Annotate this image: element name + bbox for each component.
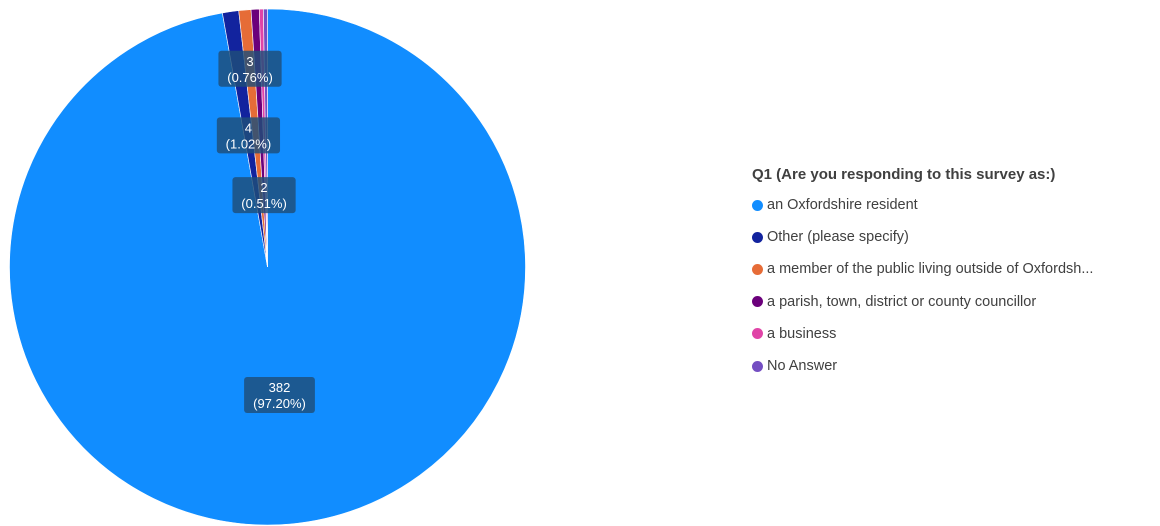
data-label-box [232,177,296,214]
data-label-value: 2 [260,180,267,195]
data-label-councillor: 2(0.51%) [232,177,296,214]
legend-marker-icon [752,263,763,275]
legend-item-oxfordshire-resident[interactable]: an Oxfordshire resident [752,189,1152,221]
legend-label: No Answer [767,358,838,375]
data-label-member-of-public: 3(0.76%) [218,50,282,87]
legend-marker-icon [752,199,763,211]
data-label-box [216,117,281,154]
data-label-oxfordshire-resident: 382(97.20%) [244,377,315,413]
legend-label: an Oxfordshire resident [767,197,918,214]
legend-label: a member of the public living outside of… [767,261,1094,278]
legend-marker-icon [752,296,763,308]
chart-legend: Q1 (Are you responding to this survey as… [752,166,1152,382]
legend-item-business[interactable]: a business [752,318,1152,350]
pie-data-labels: 382(97.20%) 4(1.02%) 3(0.76%) 2(0.51%) [216,50,315,413]
data-label-value: 4 [245,120,252,135]
data-label-percent: (1.02%) [226,136,272,151]
legend-item-other[interactable]: Other (please specify) [752,221,1152,253]
data-label-value: 3 [246,54,253,69]
legend-item-member-of-public[interactable]: a member of the public living outside of… [752,253,1152,285]
data-label-box [244,377,315,413]
data-label-percent: (0.51%) [241,196,287,211]
legend-item-councillor[interactable]: a parish, town, district or county counc… [752,286,1152,318]
legend-marker-icon [752,360,763,372]
legend-label: Other (please specify) [767,229,909,246]
data-label-box [218,50,282,87]
legend-label: a business [767,325,837,342]
legend-label: a parish, town, district or county counc… [767,293,1037,310]
legend-title: Q1 (Are you responding to this survey as… [752,166,1056,183]
pie-chart: 382(97.20%) 4(1.02%) 3(0.76%) 2(0.51%) [9,8,526,526]
legend-marker-icon [752,231,763,243]
data-label-other: 4(1.02%) [216,117,281,154]
data-label-value: 382 [269,380,291,395]
legend-marker-icon [752,328,763,340]
data-label-percent: (0.76%) [227,70,273,85]
data-label-percent: (97.20%) [253,396,306,411]
legend-item-no-answer[interactable]: No Answer [752,350,1152,382]
